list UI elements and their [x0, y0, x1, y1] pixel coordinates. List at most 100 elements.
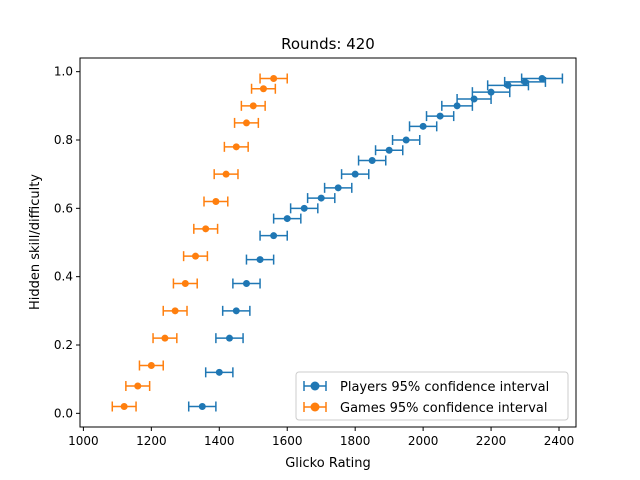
- y-tick-label: 0.8: [54, 133, 73, 147]
- data-point: [125, 381, 151, 391]
- y-axis-label: Hidden skill/difficulty: [28, 174, 43, 310]
- legend-entry-games: Games 95% confidence interval: [303, 401, 548, 416]
- data-point: [456, 94, 492, 104]
- point-marker: [317, 194, 325, 202]
- legend-box: [295, 371, 569, 421]
- legend-games-marker: [310, 402, 320, 412]
- point-marker: [249, 102, 257, 110]
- x-tick-label: 1400: [204, 434, 235, 448]
- point-marker: [147, 362, 155, 369]
- point-marker: [259, 85, 267, 93]
- point-marker: [232, 143, 240, 151]
- x-tick-label: 1200: [136, 434, 167, 448]
- data-point: [182, 251, 209, 262]
- data-point: [323, 182, 353, 193]
- point-marker: [419, 122, 427, 130]
- x-tick-label: 1800: [340, 434, 371, 448]
- data-point: [289, 203, 319, 214]
- point-marker: [521, 78, 529, 86]
- x-tick-label: 2400: [544, 434, 575, 448]
- data-point: [111, 401, 137, 412]
- y-tick-label: 0.2: [54, 338, 73, 352]
- data-point: [213, 169, 239, 180]
- y-tick-label: 0.6: [54, 201, 73, 215]
- point-marker: [470, 95, 478, 103]
- data-point: [187, 401, 217, 412]
- x-tick-label: 2000: [408, 434, 439, 448]
- point-marker: [232, 307, 240, 315]
- data-point: [441, 100, 474, 111]
- point-marker: [192, 252, 200, 260]
- data-point: [272, 213, 302, 224]
- point-marker: [120, 403, 128, 410]
- point-marker: [161, 334, 169, 342]
- data-point: [374, 145, 404, 156]
- series-1: [111, 73, 288, 412]
- point-marker: [242, 280, 250, 287]
- y-tick-label: 0.0: [54, 406, 73, 420]
- legend-players-label: Players 95% confidence interval: [340, 380, 549, 395]
- data-point: [138, 360, 164, 371]
- x-tick-label: 1000: [68, 434, 99, 448]
- point-marker: [300, 204, 308, 212]
- legend: Players 95% confidence interval Games 95…: [295, 371, 569, 421]
- point-marker: [134, 382, 142, 390]
- point-marker: [242, 119, 250, 127]
- data-layer: [111, 73, 564, 412]
- data-point: [340, 169, 370, 180]
- data-point: [259, 73, 288, 84]
- data-point: [232, 278, 261, 289]
- data-point: [203, 196, 229, 207]
- point-marker: [402, 136, 410, 144]
- data-point: [520, 73, 564, 84]
- plot-area-frame: [79, 57, 577, 428]
- point-marker: [215, 368, 223, 376]
- data-point: [408, 121, 438, 132]
- point-marker: [504, 81, 512, 89]
- data-point: [215, 333, 244, 344]
- series-0: [187, 73, 564, 412]
- x-tick-label: 1600: [272, 434, 303, 448]
- data-point: [233, 117, 260, 128]
- point-marker: [256, 256, 264, 264]
- x-tick-label: 2200: [476, 434, 507, 448]
- point-marker: [538, 75, 546, 82]
- point-marker: [487, 88, 495, 96]
- point-marker: [198, 403, 206, 410]
- legend-players-marker: [310, 381, 320, 391]
- data-point: [240, 100, 266, 111]
- y-axis: 0.0 0.2 0.4 0.6 0.8 1.0: [54, 65, 80, 420]
- x-axis-label: Glicko Rating: [285, 456, 371, 471]
- point-marker: [385, 146, 393, 154]
- data-point: [193, 223, 219, 234]
- point-marker: [212, 198, 220, 205]
- data-point: [245, 254, 275, 265]
- data-point: [204, 367, 234, 378]
- legend-entry-players: Players 95% confidence interval: [303, 380, 549, 395]
- data-point: [425, 111, 455, 122]
- data-point: [221, 305, 251, 316]
- legend-games-label: Games 95% confidence interval: [340, 401, 548, 416]
- data-point: [172, 278, 198, 289]
- point-marker: [222, 170, 230, 178]
- x-axis: 1000 1200 1400 1600 1800 2000 2200 2400: [68, 427, 574, 448]
- point-marker: [368, 157, 376, 164]
- point-marker: [453, 102, 461, 110]
- data-point: [250, 83, 277, 94]
- y-tick-label: 1.0: [54, 65, 73, 79]
- point-marker: [202, 225, 210, 233]
- point-marker: [225, 334, 233, 342]
- data-point: [162, 305, 188, 316]
- data-point: [471, 87, 511, 98]
- point-marker: [270, 75, 278, 82]
- point-marker: [334, 184, 342, 192]
- point-marker: [181, 280, 189, 287]
- data-point: [486, 80, 530, 91]
- point-marker: [270, 232, 278, 240]
- data-point: [391, 135, 421, 145]
- data-point: [306, 193, 336, 204]
- y-tick-label: 0.4: [54, 270, 73, 284]
- chart-title: Rounds: 420: [281, 35, 375, 53]
- data-point: [152, 333, 178, 344]
